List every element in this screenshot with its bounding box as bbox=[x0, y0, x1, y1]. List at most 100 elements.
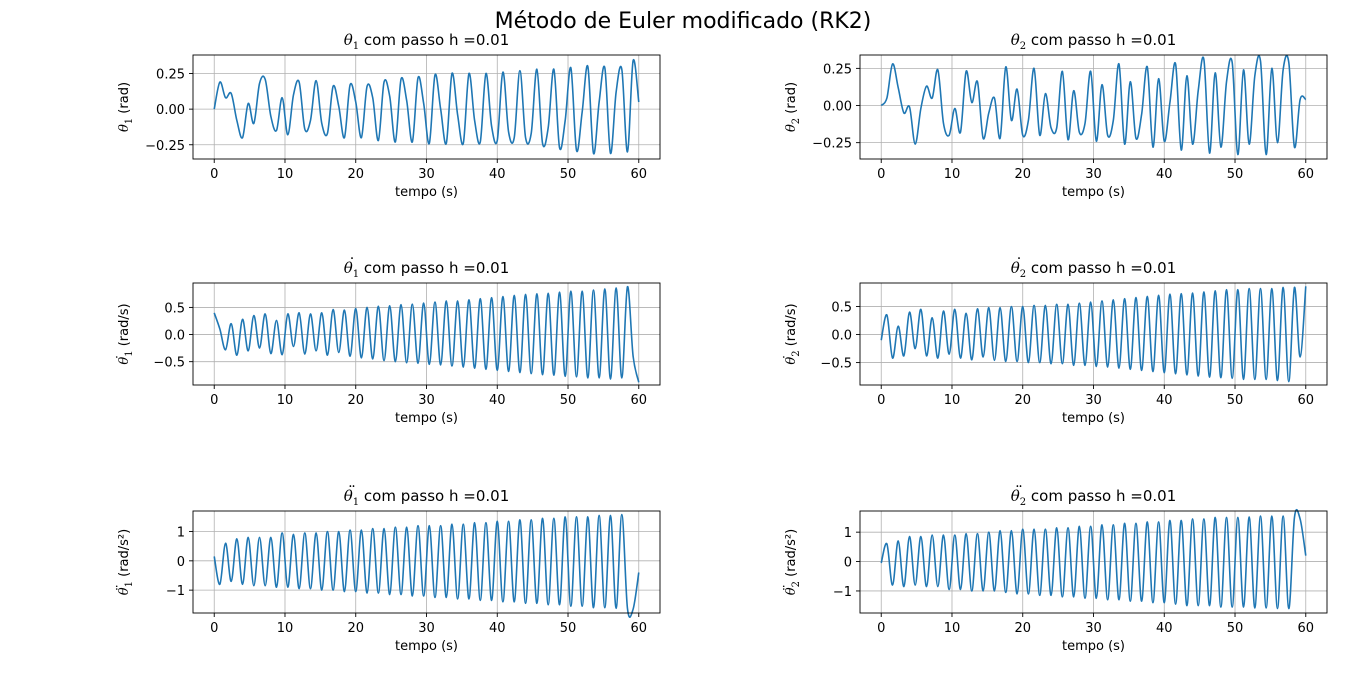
theta2_ddot-title: θ ·· 2 com passo h =0.01 bbox=[860, 479, 1327, 508]
theta1-title-symbol-char: θ bbox=[343, 31, 353, 49]
theta1_ddot-xtick-label-2: 20 bbox=[347, 621, 364, 636]
subplot-theta2_ddot: 0 10 20 30 40 50 60 −1 0 1 bbox=[833, 508, 1328, 636]
theta1-ytick-label-2: 0.25 bbox=[156, 68, 185, 83]
theta2_dot-title-symbol-char: θ bbox=[1010, 259, 1020, 277]
theta2_dot-xtick-label-1: 10 bbox=[944, 393, 961, 408]
theta1-xtick-label-0: 0 bbox=[210, 167, 218, 182]
theta2_ddot-ylabel-subscript: 2 bbox=[790, 581, 802, 588]
theta2_ddot-xtick-label-0: 0 bbox=[877, 621, 885, 636]
theta1_ddot-ytick-label-2: 1 bbox=[177, 526, 185, 541]
theta2-title-symbol-char: θ bbox=[1010, 31, 1020, 49]
theta2_ddot-xlabel: tempo (s) bbox=[1061, 639, 1125, 654]
theta2_dot-title-suffix: com passo h =0.01 bbox=[1026, 259, 1177, 277]
subplot-theta2: 0 10 20 30 40 50 60 −0.25 0.00 0.25 bbox=[812, 54, 1328, 182]
theta1_ddot-xtick-label-4: 40 bbox=[489, 621, 506, 636]
theta2_ddot-xtick-label-3: 30 bbox=[1085, 621, 1102, 636]
theta1_ddot-xtick-label-6: 60 bbox=[630, 621, 647, 636]
theta1_dot-ylabel-unit: (rad/s) bbox=[117, 303, 133, 351]
theta1_ddot-ylabel: θ ·· 1 (rad/s²) bbox=[110, 528, 135, 595]
theta2-ytick-label-0: −0.25 bbox=[812, 137, 852, 152]
theta2_dot-xtick-label-0: 0 bbox=[877, 393, 885, 408]
theta1-xtick-label-3: 30 bbox=[418, 167, 435, 182]
theta2_dot-ylabel: θ · 2 (rad/s) bbox=[777, 303, 802, 364]
theta1-ylabel-symbol: θ1 bbox=[117, 118, 135, 132]
theta2_dot-title-symbol: θ · 2 bbox=[1010, 251, 1027, 280]
theta1_ddot-xlabel: tempo (s) bbox=[394, 639, 458, 654]
theta2-xtick-label-6: 60 bbox=[1297, 167, 1314, 182]
subplot-theta1_dot: 0 10 20 30 40 50 60 −0.5 0.0 0.5 bbox=[153, 282, 661, 408]
theta2_ddot-xtick-label-5: 50 bbox=[1227, 621, 1244, 636]
theta1_ddot-title-subscript: 1 bbox=[352, 497, 360, 508]
theta1_dot-ylabel-symbol: θ · 1 bbox=[110, 350, 135, 364]
theta1-xtick-label-1: 10 bbox=[277, 167, 294, 182]
theta2_ddot-ylabel: θ ·· 2 (rad/s²) bbox=[777, 529, 802, 595]
theta2_ddot-xtick-label-2: 20 bbox=[1014, 621, 1031, 636]
theta1_ddot-title-derivative-dots: ·· bbox=[348, 478, 356, 495]
theta2-ylabel-symbol: θ2 bbox=[784, 118, 802, 132]
theta1_dot-title-derivative-dots: · bbox=[349, 250, 354, 267]
theta2_ddot-ytick-label-2: 1 bbox=[844, 526, 852, 541]
theta2-xtick-label-0: 0 bbox=[877, 167, 885, 182]
theta1_dot-ylabel-subscript: 1 bbox=[123, 350, 135, 357]
theta2-ylabel-symbol-char: θ bbox=[784, 124, 800, 133]
theta2-xlabel: tempo (s) bbox=[1061, 185, 1125, 200]
theta1_ddot-xtick-label-5: 50 bbox=[560, 621, 577, 636]
theta1_ddot-series-line-0 bbox=[213, 513, 640, 618]
theta1_ddot-ytick-label-0: −1 bbox=[166, 584, 185, 599]
theta2-xtick-label-4: 40 bbox=[1156, 167, 1173, 182]
theta1_dot-ytick-label-1: 0.0 bbox=[164, 329, 185, 344]
theta1_dot-series-line-0 bbox=[213, 285, 640, 383]
theta2-series-line-0 bbox=[880, 54, 1307, 156]
theta2_ddot-title-symbol-char: θ bbox=[1010, 487, 1020, 505]
theta2_ddot-xtick-label-1: 10 bbox=[944, 621, 961, 636]
theta1_dot-xtick-label-2: 20 bbox=[347, 393, 364, 408]
theta1_ddot-ylabel-symbol: θ ·· 1 bbox=[110, 581, 135, 595]
theta1_ddot-xtick-label-1: 10 bbox=[277, 621, 294, 636]
theta2-xtick-label-5: 50 bbox=[1227, 167, 1244, 182]
theta1-xtick-label-6: 60 bbox=[630, 167, 647, 182]
theta1_dot-title-symbol: θ · 1 bbox=[343, 251, 360, 280]
theta2-title: θ2 com passo h =0.01 bbox=[860, 31, 1327, 52]
theta2_dot-series-line-0 bbox=[880, 286, 1307, 383]
theta2_dot-title: θ · 2 com passo h =0.01 bbox=[860, 251, 1327, 280]
theta2_dot-ytick-label-0: −0.5 bbox=[820, 357, 852, 372]
theta2_ddot-xtick-label-6: 60 bbox=[1297, 621, 1314, 636]
theta1_dot-title-subscript: 1 bbox=[352, 269, 360, 280]
theta1_ddot-ylabel-unit: (rad/s²) bbox=[117, 528, 133, 581]
theta2_dot-ylabel-subscript: 2 bbox=[790, 350, 802, 357]
theta2_ddot-title-subscript: 2 bbox=[1019, 497, 1027, 508]
theta2_ddot-series-line-0 bbox=[880, 508, 1307, 610]
theta2_ddot-title-symbol: θ ·· 2 bbox=[1010, 479, 1027, 508]
theta2_dot-xtick-label-5: 50 bbox=[1227, 393, 1244, 408]
theta1-xlabel: tempo (s) bbox=[394, 185, 458, 200]
theta2-title-symbol: θ2 bbox=[1011, 31, 1026, 52]
theta1_ddot-xtick-label-0: 0 bbox=[210, 621, 218, 636]
theta1-series-line-0 bbox=[213, 59, 640, 155]
theta1_dot-xtick-label-6: 60 bbox=[630, 393, 647, 408]
theta2_dot-xtick-label-6: 60 bbox=[1297, 393, 1314, 408]
theta2_ddot-ylabel-derivative-dots: ·· bbox=[776, 585, 791, 591]
theta2-ylabel: θ2 (rad) bbox=[784, 82, 802, 132]
theta2_dot-xtick-label-3: 30 bbox=[1085, 393, 1102, 408]
theta2-xtick-label-1: 10 bbox=[944, 167, 961, 182]
theta1_dot-title-symbol-char: θ bbox=[343, 259, 353, 277]
theta1_dot-xtick-label-0: 0 bbox=[210, 393, 218, 408]
theta2_dot-ytick-label-1: 0.0 bbox=[831, 329, 852, 344]
theta2-ylabel-unit: (rad) bbox=[784, 81, 800, 118]
theta2_ddot-ytick-label-0: −1 bbox=[833, 585, 852, 600]
theta2-xtick-label-2: 20 bbox=[1014, 167, 1031, 182]
theta2_dot-ytick-label-2: 0.5 bbox=[831, 301, 852, 316]
theta1_ddot-ylabel-derivative-dots: ·· bbox=[109, 585, 124, 591]
theta2-title-suffix: com passo h =0.01 bbox=[1026, 31, 1177, 49]
theta1_dot-ylabel-derivative-dots: · bbox=[109, 356, 124, 359]
theta1_ddot-title-symbol: θ ·· 1 bbox=[344, 479, 360, 508]
theta1-ylabel-symbol-char: θ bbox=[117, 124, 133, 133]
theta1_dot-xtick-label-5: 50 bbox=[560, 393, 577, 408]
theta2-ylabel-subscript: 2 bbox=[790, 117, 802, 125]
theta2_dot-title-subscript: 2 bbox=[1019, 269, 1027, 280]
theta1_dot-xtick-label-1: 10 bbox=[277, 393, 294, 408]
figure-suptitle: Método de Euler modificado (RK2) bbox=[494, 9, 872, 34]
theta2_dot-ylabel-unit: (rad/s) bbox=[784, 303, 800, 351]
theta1-ytick-label-1: 0.00 bbox=[156, 103, 185, 118]
